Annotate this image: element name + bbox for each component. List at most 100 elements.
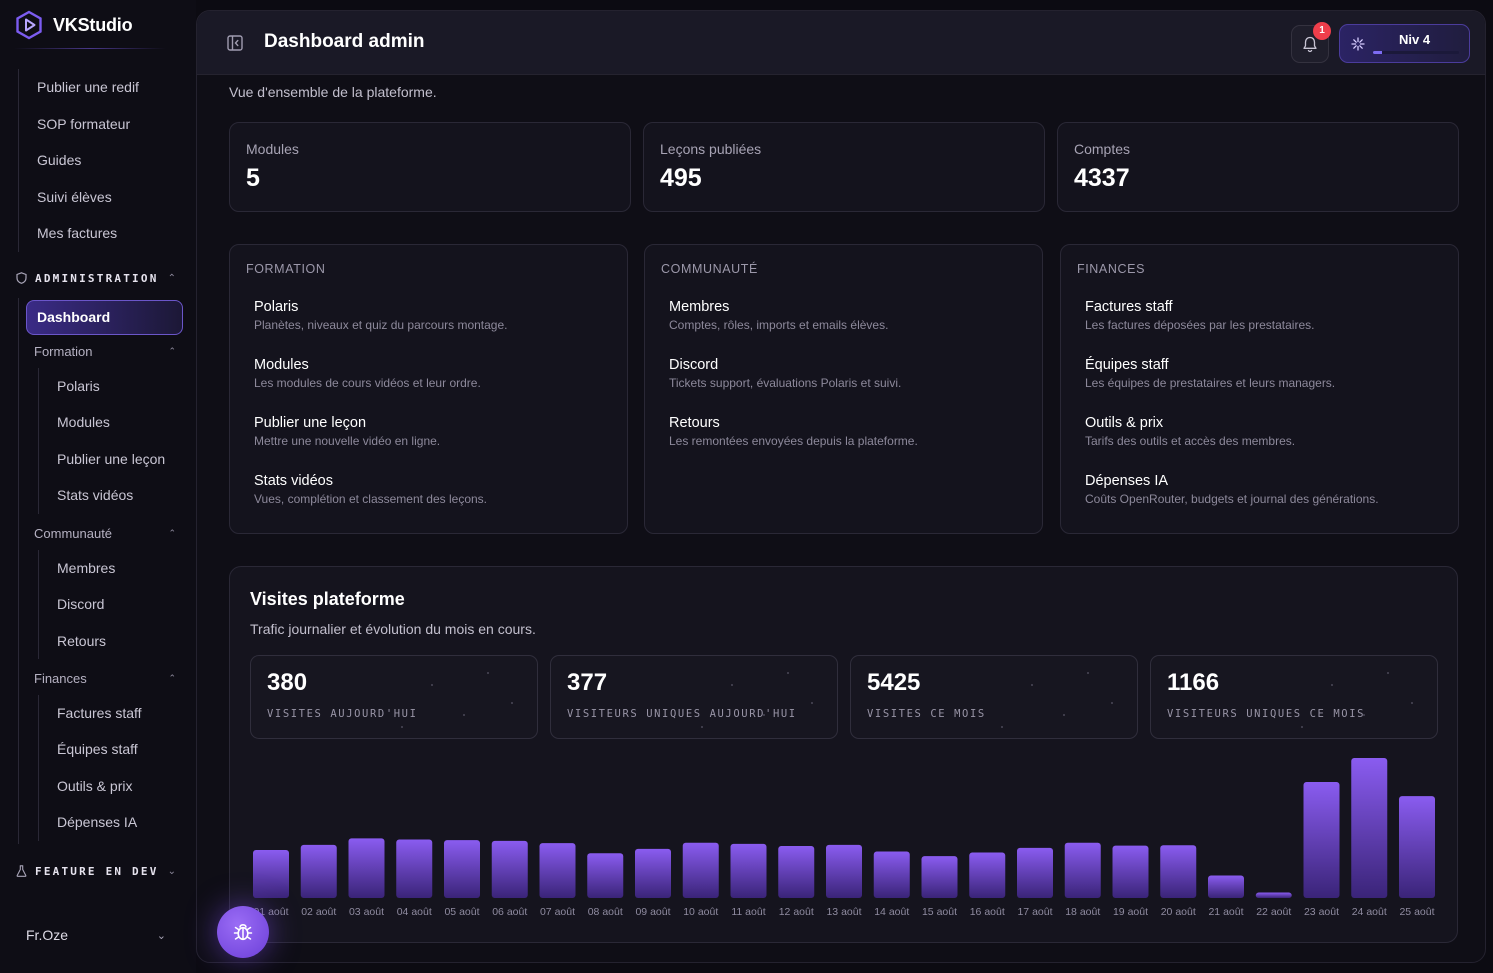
sidebar-item[interactable]: Mes factures <box>37 225 118 242</box>
chart-bar[interactable] <box>539 843 576 898</box>
nav-link[interactable]: Dépenses IA Coûts OpenRouter, budgets et … <box>1085 471 1445 506</box>
nav-link-description: Comptes, rôles, imports et emails élèves… <box>669 318 889 332</box>
chart-bar[interactable] <box>348 838 385 898</box>
chart-bar[interactable] <box>396 839 433 898</box>
visits-card: Visites plateforme Trafic journalier et … <box>229 566 1458 943</box>
chart-bar[interactable] <box>826 844 862 898</box>
chart-bar[interactable] <box>1303 782 1340 898</box>
feature-section-label: FEATURE EN DEV <box>35 864 159 878</box>
nav-card-heading: FORMATION <box>246 262 326 276</box>
chart-bar[interactable] <box>730 843 767 898</box>
nav-link[interactable]: Membres Comptes, rôles, imports et emails… <box>669 297 1029 332</box>
nav-link[interactable]: Outils & prix Tarifs des outils et accès … <box>1085 413 1445 448</box>
feature-section-header[interactable]: FEATURE EN DEV ⌄ <box>16 861 176 881</box>
chevron-up-icon: ⌃ <box>168 672 176 683</box>
nav-link[interactable]: Retours Les remontées envoyées depuis la … <box>669 413 1029 448</box>
sidebar-item[interactable]: Publier une redif <box>37 79 139 95</box>
nav-link[interactable]: Équipes staff Les équipes de prestataires… <box>1085 355 1445 390</box>
brand-name: VKStudio <box>53 14 133 35</box>
chart-bar[interactable] <box>1064 842 1101 898</box>
communaute-group: Membres Discord Retours <box>38 550 116 660</box>
sidebar-item-finances[interactable]: Dépenses IA <box>57 814 138 831</box>
chart-x-tick-label: 16 août <box>970 906 1005 918</box>
nav-link-description: Tarifs des outils et accès des membres. <box>1085 434 1296 448</box>
chevron-up-icon: ⌃ <box>168 345 176 356</box>
level-progress-bar <box>1373 51 1459 54</box>
nav-link[interactable]: Publier une leçon Mettre une nouvelle vid… <box>254 413 614 448</box>
sidebar-item-finances[interactable]: Factures staff <box>57 705 142 721</box>
chart-bar[interactable] <box>491 840 528 898</box>
chart-bar[interactable] <box>1399 796 1435 898</box>
formation-group-header[interactable]: Formation ⌃ <box>34 341 176 361</box>
chart-bar[interactable] <box>969 852 1006 898</box>
nav-link[interactable]: Discord Tickets support, évaluations Pola… <box>669 355 1029 390</box>
brand[interactable]: VKStudio <box>14 10 133 40</box>
nav-card-heading: COMMUNAUTÉ <box>661 262 758 276</box>
sidebar-item[interactable]: Suivi élèves <box>37 188 112 205</box>
sidebar-item-finances[interactable]: Équipes staff <box>57 741 138 758</box>
communaute-group-header[interactable]: Communauté ⌃ <box>34 523 176 543</box>
chart-bar[interactable] <box>587 853 624 898</box>
admin-rail <box>18 298 19 844</box>
chart-bar[interactable] <box>1112 845 1149 898</box>
kpi-label: VISITES AUJOURD'HUI <box>267 708 418 720</box>
kpi-value: 380 <box>267 669 308 696</box>
chart-bar[interactable] <box>921 856 958 898</box>
finances-group-header[interactable]: Finances ⌃ <box>34 668 176 688</box>
nav-link-title: Factures staff <box>1085 299 1173 315</box>
chart-x-tick-label: 07 août <box>540 906 575 918</box>
chart-bar[interactable] <box>1160 845 1197 898</box>
nav-link[interactable]: Stats vidéos Vues, complétion et classeme… <box>254 471 614 506</box>
user-menu[interactable]: Fr.Oze ⌄ <box>26 924 166 946</box>
admin-section-label: ADMINISTRATION <box>35 271 159 285</box>
nav-link-title: Modules <box>254 357 309 373</box>
nav-link[interactable]: Modules Les modules de cours vidéos et le… <box>254 355 614 390</box>
nav-link[interactable]: Polaris Planètes, niveaux et quiz du parc… <box>254 297 614 332</box>
decorative-dot <box>1387 672 1389 674</box>
brand-divider <box>14 48 166 49</box>
sidebar-item[interactable]: SOP formateur <box>37 115 131 132</box>
vkstudio-logo-icon <box>16 10 42 40</box>
sidebar-item[interactable]: Guides <box>37 152 82 169</box>
decorative-dot <box>1063 714 1065 716</box>
topbar: Dashboard admin 1 Niv 4 <box>197 11 1485 75</box>
formation-group-label: Formation <box>34 343 93 359</box>
chart-bar[interactable] <box>1017 847 1053 898</box>
nav-link[interactable]: Factures staff Les factures déposées par … <box>1085 297 1445 332</box>
chart-bar[interactable] <box>635 848 671 898</box>
chart-bar[interactable] <box>300 844 337 898</box>
sidebar-item-formation[interactable]: Polaris <box>57 378 100 394</box>
nav-card: FINANCES Factures staff Les factures dépos… <box>1060 244 1459 534</box>
chart-bar[interactable] <box>1255 892 1292 898</box>
sidebar-item-communaute[interactable]: Discord <box>57 596 105 613</box>
decorative-dot <box>787 672 789 674</box>
sidebar-collapse-icon[interactable] <box>227 35 243 51</box>
nav-card: FORMATION Polaris Planètes, niveaux et qui… <box>229 244 628 534</box>
sidebar-item-finances[interactable]: Outils & prix <box>57 777 133 794</box>
admin-section-header[interactable]: ADMINISTRATION ⌃ <box>16 268 176 288</box>
sparkle-icon <box>1351 37 1365 51</box>
chart-x-tick-label: 25 août <box>1399 906 1434 918</box>
chart-bar[interactable] <box>1208 875 1244 898</box>
visits-kpi-card: 380 VISITES AUJOURD'HUI <box>250 655 538 739</box>
chart-bar[interactable] <box>253 850 289 898</box>
sidebar-item-formation[interactable]: Publier une leçon <box>57 450 166 467</box>
chart-bar[interactable] <box>682 842 719 898</box>
bug-report-button[interactable] <box>217 906 269 958</box>
sidebar-item-formation[interactable]: Stats vidéos <box>57 487 134 504</box>
sidebar-item-dashboard[interactable]: Dashboard <box>26 300 183 335</box>
stat-label: Leçons publiées <box>660 141 762 157</box>
shield-icon <box>16 272 27 284</box>
chart-bar[interactable] <box>873 851 910 898</box>
chart-bar[interactable] <box>1351 758 1388 898</box>
nav-link-title: Équipes staff <box>1085 357 1169 373</box>
sidebar-item-formation[interactable]: Modules <box>57 414 110 431</box>
chart-x-tick-label: 14 août <box>874 906 909 918</box>
level-button[interactable]: Niv 4 <box>1339 24 1470 63</box>
stat-label: Comptes <box>1074 141 1131 157</box>
sidebar-item-communaute[interactable]: Retours <box>57 632 107 649</box>
chart-bar[interactable] <box>778 846 815 898</box>
chart-x-tick-label: 06 août <box>492 906 527 918</box>
chart-bar[interactable] <box>444 840 480 898</box>
sidebar-item-communaute[interactable]: Membres <box>57 560 116 576</box>
